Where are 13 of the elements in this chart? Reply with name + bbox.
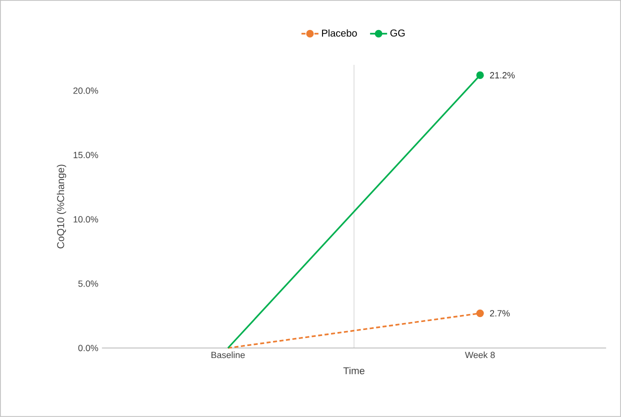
y-tick-label: 5.0%	[78, 280, 98, 287]
y-tick-label: 0.0%	[78, 344, 98, 352]
data-label: 2.7%	[490, 310, 510, 316]
y-axis-title: CoQ10 (%Change)	[56, 164, 66, 248]
data-label: 21.2%	[490, 72, 515, 78]
x-axis-title: Time	[343, 367, 364, 374]
x-tick-label: Baseline	[212, 352, 245, 358]
x-tick-label: Week 8	[464, 352, 495, 358]
y-tick-label: 15.0%	[74, 152, 98, 158]
legend-label: Placebo	[322, 29, 357, 37]
y-tick-label: 10.0%	[74, 216, 98, 223]
legend-label: GG	[390, 30, 405, 37]
y-tick-label: 20.0%	[73, 88, 98, 94]
